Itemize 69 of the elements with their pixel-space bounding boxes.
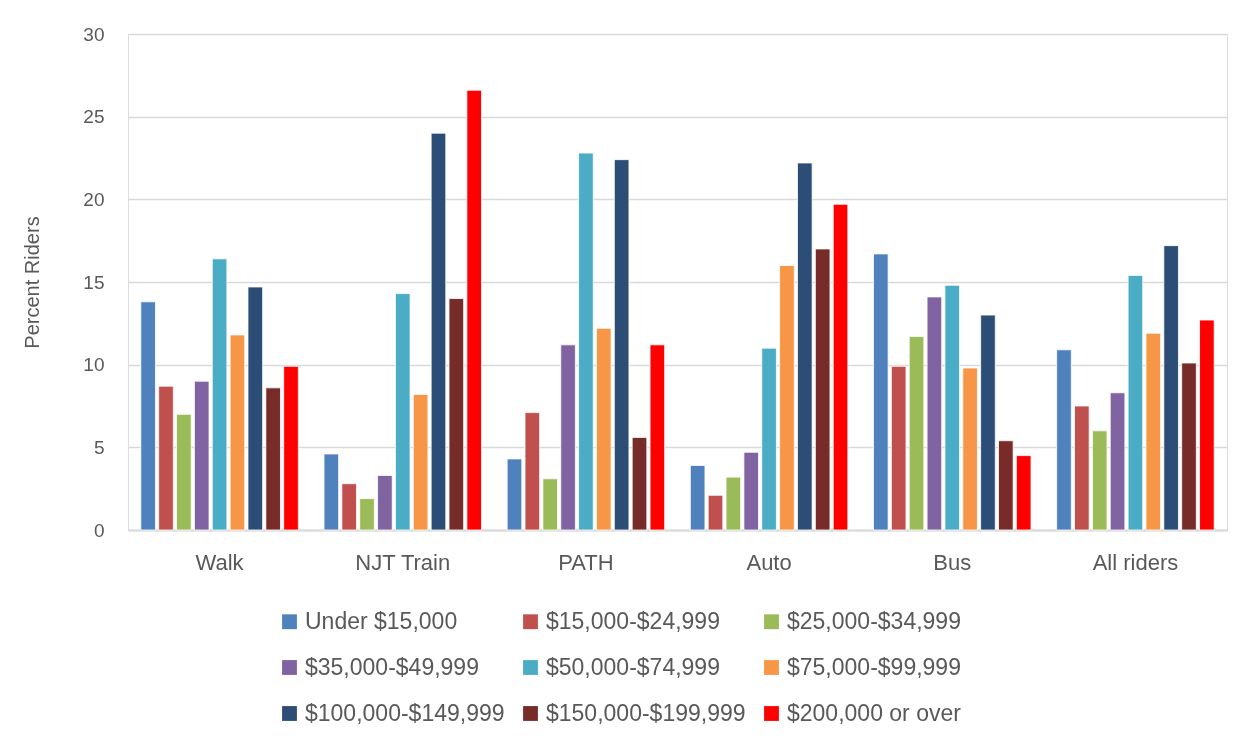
x-tick-label: NJT Train — [355, 549, 451, 575]
bar — [832, 203, 849, 531]
legend-label: $150,000-$199,999 — [546, 699, 746, 726]
bar — [890, 365, 907, 531]
bar — [466, 89, 482, 531]
bar — [506, 458, 523, 531]
bar — [395, 293, 411, 531]
y-tick-label: 20 — [83, 188, 105, 210]
bar — [158, 385, 174, 531]
bar — [689, 465, 706, 531]
bar — [1145, 332, 1161, 531]
bar — [743, 451, 759, 531]
bar — [1074, 405, 1090, 531]
legend-label: $15,000-$24,999 — [546, 607, 720, 634]
bar — [323, 453, 340, 531]
legend-label: $50,000-$74,999 — [546, 653, 720, 680]
x-tick-label: All riders — [1092, 549, 1179, 575]
bar — [1199, 319, 1215, 531]
x-tick-label: Walk — [195, 549, 245, 575]
y-axis-title: Percent Riders — [21, 216, 44, 349]
legend-label: $35,000-$49,999 — [305, 653, 479, 680]
bar — [578, 152, 594, 531]
legend-label: $200,000 or over — [787, 699, 962, 726]
x-tick-label: PATH — [558, 549, 614, 575]
bar — [631, 437, 648, 531]
legend-label: $25,000-$34,999 — [787, 607, 961, 634]
y-tick-label: 30 — [83, 23, 105, 45]
bar — [1163, 245, 1179, 531]
legend-label: $100,000-$149,999 — [305, 699, 505, 726]
bar — [797, 162, 813, 531]
bar — [613, 159, 630, 531]
bar — [725, 476, 742, 531]
bar — [1091, 430, 1108, 531]
bar — [140, 301, 156, 531]
bar — [1056, 349, 1072, 531]
bar — [1181, 362, 1197, 531]
x-tick-label: Bus — [933, 549, 972, 575]
bar — [176, 413, 192, 531]
bar — [707, 494, 724, 531]
bar — [779, 265, 795, 531]
bar — [283, 365, 299, 531]
bar — [944, 284, 960, 531]
y-tick-label: 25 — [83, 106, 105, 128]
bar — [359, 498, 375, 531]
legend-label: Under $15,000 — [305, 607, 458, 634]
bar — [998, 440, 1014, 531]
x-tick-label: Auto — [746, 549, 792, 575]
legend-label: $75,000-$99,999 — [787, 653, 961, 680]
y-tick-label: 0 — [93, 519, 105, 541]
bar — [560, 344, 576, 531]
bar — [194, 380, 210, 531]
bar — [980, 314, 996, 531]
bar — [542, 478, 558, 531]
y-tick-label: 15 — [83, 271, 105, 293]
bar — [265, 387, 281, 531]
bar — [341, 483, 357, 531]
bar — [448, 298, 465, 531]
bar — [596, 327, 612, 531]
bar — [761, 347, 777, 531]
y-tick-label: 10 — [83, 354, 105, 376]
bar — [1015, 455, 1032, 531]
bar — [814, 248, 831, 531]
bar — [649, 344, 666, 531]
bar — [377, 475, 393, 531]
bar — [962, 367, 978, 531]
bar — [524, 412, 541, 531]
bar — [873, 253, 889, 531]
bar — [247, 286, 264, 531]
y-tick-label: 5 — [93, 436, 105, 458]
